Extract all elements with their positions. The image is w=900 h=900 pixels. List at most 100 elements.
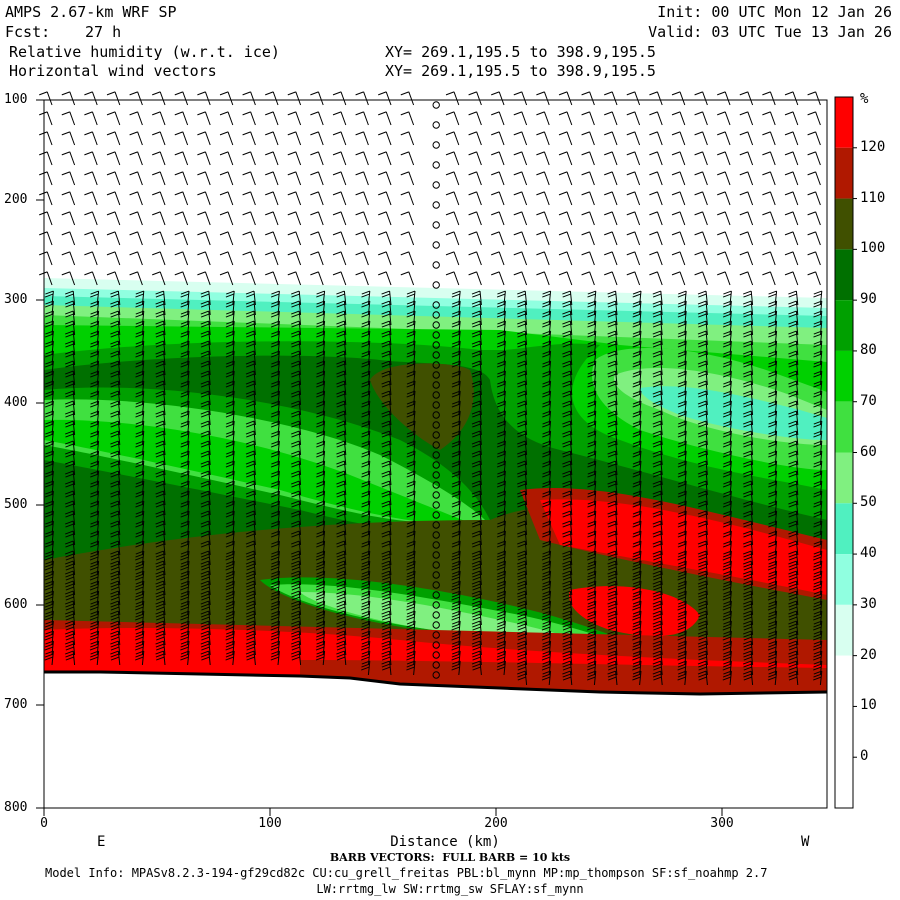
wind-barb-staff [363,271,369,286]
wind-barb-flag [361,620,370,625]
wind-barb-staff [277,641,280,656]
wind-barb-flag [813,543,822,548]
wind-barb-flag [632,393,641,398]
wind-barb-flag [632,413,641,418]
wind-barb-staff [408,91,415,106]
wind-barb-staff [569,541,573,556]
wind-barb-flag [155,530,164,535]
wind-barb-staff [182,251,189,266]
wind-barb-flag [698,626,707,631]
wind-barb-flag [246,566,255,571]
wind-barb-staff [322,561,326,576]
wind-barb-staff [453,191,460,206]
wind-barb-staff [413,541,416,556]
wind-barb-flag [722,593,732,598]
wind-barb-flag [90,463,99,468]
wind-barb-flag [90,420,99,425]
wind-barb-flag [316,500,325,505]
wind-barb-flag [451,556,460,561]
wind-barb-staff [660,651,663,666]
wind-barb-staff [524,621,528,636]
wind-barb-staff [367,411,371,426]
wind-barb-staff [187,561,190,576]
wind-barb-staff [343,651,347,666]
wind-barb-staff [593,411,597,426]
wind-barb-flag [562,433,571,438]
wind-barb-flag [562,413,571,418]
wind-barb-flag [84,111,93,116]
wind-barb-staff [569,501,573,516]
wind-barb-staff [458,571,461,586]
wind-barb-flag [44,433,54,438]
wind-barb-flag [587,566,596,571]
wind-barb-flag [332,171,342,176]
wind-barb-flag [226,530,235,535]
wind-barb-flag [381,513,391,518]
wind-barb-flag [468,91,477,96]
wind-barb-flag [361,560,370,565]
wind-barb-flag [652,410,661,415]
wind-barb-flag [468,231,477,236]
wind-barb-staff [322,571,326,586]
wind-barb-flag [678,590,687,595]
wind-barb-staff [232,631,235,646]
wind-barb-flag [226,350,235,355]
wind-barb-flag [382,646,391,651]
wind-barb-staff [729,381,732,396]
wind-barb-flag [225,543,235,548]
wind-barb-flag [677,503,687,508]
wind-barb-staff [298,331,302,346]
wind-barb-staff [476,271,482,286]
wind-barb-staff [187,361,190,376]
wind-barb-staff [343,361,347,376]
wind-barb-staff [729,541,732,556]
wind-barb-flag [90,573,99,578]
wind-barb-staff [408,151,415,166]
wind-barb-staff [634,191,641,206]
wind-barb-staff [298,381,302,396]
wind-barb-staff [343,601,347,616]
wind-barb-flag [381,373,391,378]
wind-barb-flag [697,430,707,435]
wind-barb-staff [724,271,731,286]
wind-barb-staff [208,581,211,596]
wind-barb-flag [788,313,797,318]
wind-barb-flag [310,91,319,96]
wind-barb-flag [587,360,596,365]
wind-barb-flag [197,111,206,116]
wind-barb-flag [361,493,370,498]
wind-barb-staff [724,191,731,206]
wind-barb-flag [44,593,54,598]
wind-barb-flag [110,333,119,338]
wind-barb-flag [813,320,822,325]
wind-barb-flag [225,596,234,601]
wind-barb-staff [660,481,663,496]
wind-barb-flag [723,570,732,575]
wind-barb-flag [607,430,616,435]
wind-barb-flag [110,290,119,295]
wind-barb-flag [271,340,280,345]
wind-barb-flag [381,660,390,665]
wind-barb-flag [517,626,526,631]
wind-barb-staff [232,611,235,626]
wind-barb-staff [295,131,302,146]
wind-barb-flag [406,560,416,565]
wind-barb-flag [155,470,164,475]
wind-barb-flag [813,293,822,298]
wind-barb-flag [65,503,74,508]
wind-barb-flag [180,343,189,348]
wind-barb-flag [652,440,661,445]
wind-barb-flag [788,503,797,508]
wind-barb-staff [819,421,823,436]
wind-barb-flag [813,470,822,475]
wind-barb-flag [336,480,345,485]
wind-barb-flag [45,590,54,595]
wind-barb-flag [271,530,280,535]
wind-barb-flag [471,590,481,595]
wind-barb-flag [381,443,391,448]
wind-barb-flag [722,676,731,681]
wind-barb-staff [69,91,76,106]
wind-barb-flag [180,470,190,475]
wind-barb-staff [774,361,778,376]
wind-barb-flag [697,570,707,575]
